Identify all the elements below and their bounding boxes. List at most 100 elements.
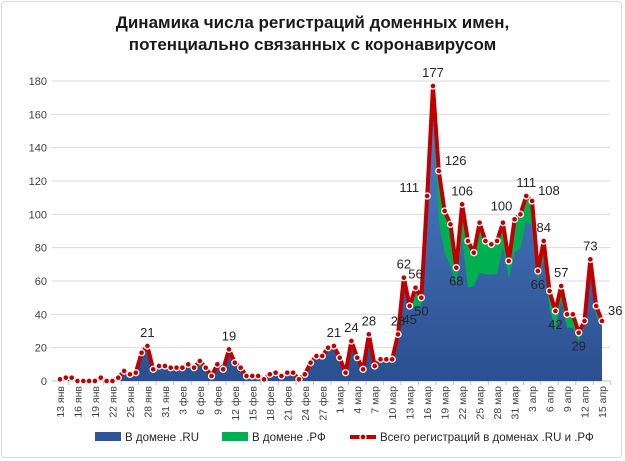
x-tick-label: 12 фев [230,386,242,421]
point-total [528,197,536,205]
data-label: 68 [449,274,463,289]
point-total [470,249,478,257]
point-total [382,355,391,363]
legend-label-total: Всего регистраций в доменах .RU и .РФ [380,432,594,444]
y-tick-label: 160 [29,109,47,121]
point-total [73,377,82,385]
x-tick-label: 31 янв [160,386,172,418]
point-total [365,330,373,338]
point-total [586,255,594,263]
point-total [458,200,466,208]
point-total [120,367,128,375]
y-tick-label: 0 [41,376,47,388]
y-tick-label: 80 [35,243,47,255]
x-tick-label: 3 апр [527,386,539,412]
x-tick-label: 25 янв [125,386,137,418]
data-label: 73 [583,238,597,253]
x-tick-label: 7 мар [370,386,382,414]
x-tick-label: 10 мар [387,386,399,420]
y-tick-label: 140 [29,143,47,155]
point-total [575,329,583,337]
y-tick-label: 180 [29,76,47,88]
x-tick-label: 13 мар [405,386,417,420]
x-tick-label: 9 апр [562,386,574,412]
x-tick-label: 21 фев [282,386,294,421]
point-total [312,352,321,360]
x-tick-label: 1 мар [335,386,347,414]
point-total [172,364,181,372]
point-total [376,355,385,363]
data-label: 66 [531,277,545,292]
point-total [271,369,280,377]
data-label: 28 [391,313,405,328]
point-total [196,357,204,365]
legend-label-rf: В домене .РФ [252,432,326,444]
x-tick-label: 22 янв [107,386,119,418]
chart-title-line2: потенциально связанных с коронавирусом [128,35,497,54]
data-label: 126 [445,153,467,168]
x-tick-label: 31 мар [510,386,522,420]
point-total [68,374,76,382]
point-total [266,370,274,378]
x-tick-label: 16 янв [72,386,84,418]
legend-label-ru: В домене .RU [125,432,199,444]
point-total [137,349,146,357]
point-total [306,359,315,367]
point-total [452,264,460,272]
point-total [202,364,210,372]
point-total [91,377,99,385]
point-total [97,374,105,382]
data-label: 29 [571,339,585,354]
point-total [295,375,303,383]
y-tick-label: 60 [35,276,47,288]
point-total [301,370,309,378]
point-total [417,294,425,302]
point-total [516,210,525,218]
point-total [569,310,577,318]
x-tick-label: 6 апр [545,386,557,412]
point-total [114,374,122,382]
point-total [178,364,187,372]
point-total [487,240,495,248]
point-total [481,237,490,245]
legend-marker-total [359,433,367,441]
point-total [429,82,437,90]
x-tick-label: 24 фев [300,386,312,421]
point-total [499,219,507,227]
point-total [184,360,192,368]
y-tick-label: 20 [35,343,47,355]
point-total [108,377,117,385]
data-label: 42 [548,317,562,332]
chart-title-line1: Динамика числа регистраций доменных имен… [115,13,510,32]
point-total [143,342,152,350]
point-total [231,359,239,367]
data-label: 24 [344,320,358,335]
point-total [219,365,227,373]
point-total [400,274,408,282]
point-total [56,375,64,383]
point-total [324,344,332,352]
legend-swatch-ru [95,432,121,441]
point-total [289,369,297,377]
point-total [493,237,501,245]
point-total [510,215,519,223]
point-total [248,372,256,380]
point-total [277,372,286,380]
point-total [545,287,554,295]
data-label: 21 [327,325,341,340]
point-total [557,282,565,290]
point-total [62,374,70,382]
x-tick-label: 13 янв [55,386,67,418]
point-total [167,364,175,372]
point-total [347,337,356,345]
legend-swatch-rf [222,432,248,441]
data-label: 108 [538,183,560,198]
point-total [330,342,338,350]
x-tick-label: 27 фев [317,386,329,421]
x-tick-label: 19 янв [90,386,102,418]
point-total [353,354,361,362]
point-total [406,302,414,310]
chart-title: Динамика числа регистраций доменных имен… [0,12,625,56]
point-total [534,267,542,275]
x-tick-label: 6 фев [195,386,207,415]
